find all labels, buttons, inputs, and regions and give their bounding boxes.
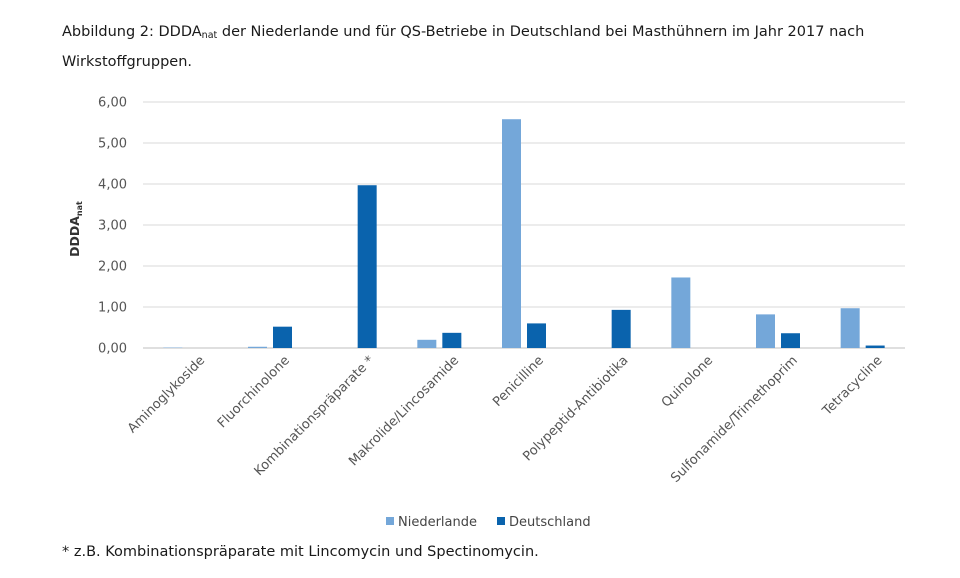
figure-caption: Abbildung 2: DDDAnat der Niederlande und… bbox=[62, 19, 922, 76]
bar-niederlande-8 bbox=[756, 314, 775, 348]
bar-deutschland-9 bbox=[865, 345, 885, 348]
legend-label-deutschland: Deutschland bbox=[509, 515, 591, 530]
bar-deutschland-6 bbox=[611, 309, 631, 348]
bar-chart: 0,00 1,00 2,00 3,00 4,00 5,00 6,00 Aminoglykos… bbox=[67, 96, 905, 530]
y-tick-label: 5,00 bbox=[98, 137, 127, 152]
x-tick-labels: Aminoglykoside FluorchinoloneKombinations… bbox=[125, 353, 885, 486]
bar-niederlande-7 bbox=[671, 277, 691, 348]
x-tick-label: Aminoglykoside bbox=[125, 353, 208, 436]
legend-swatch-niederlande bbox=[386, 517, 394, 525]
bar-deutschland-5 bbox=[527, 323, 546, 348]
x-tick-label: Fluorchinolone bbox=[215, 353, 293, 431]
y-tick-labels: 0,00 1,00 2,00 3,00 4,00 5,00 6,00 bbox=[98, 96, 127, 357]
legend-label-niederlande: Niederlande bbox=[398, 515, 477, 530]
bar-niederlande-4 bbox=[417, 339, 437, 348]
y-tick-label: 0,00 bbox=[98, 342, 127, 357]
bar-deutschland-2 bbox=[273, 326, 292, 348]
bar-niederlande-2 bbox=[248, 346, 267, 348]
bar-niederlande-5 bbox=[502, 119, 521, 348]
legend-swatch-deutschland bbox=[497, 517, 505, 525]
x-tick-label: Tetracycline bbox=[819, 353, 885, 419]
y-tick-label: 2,00 bbox=[98, 260, 127, 275]
x-tick-label: Penicilline bbox=[490, 353, 547, 410]
y-tick-label: 3,00 bbox=[98, 219, 127, 234]
y-axis-label-main: DDDA bbox=[67, 216, 82, 257]
bar-deutschland-3 bbox=[357, 185, 377, 348]
y-axis-label-sub: nat bbox=[75, 201, 84, 216]
bar-niederlande-9 bbox=[840, 308, 860, 348]
bar-deutschland-4 bbox=[442, 332, 462, 348]
caption-subscript: nat bbox=[201, 30, 218, 41]
y-tick-label: 6,00 bbox=[98, 96, 127, 111]
gridlines bbox=[143, 101, 905, 349]
y-tick-label: 4,00 bbox=[98, 178, 127, 193]
bars bbox=[163, 119, 885, 348]
bar-deutschland-8 bbox=[781, 333, 800, 348]
caption-text: Abbildung 2: DDDA bbox=[62, 24, 202, 40]
caption-text-rest: der Niederlande und für QS-Betriebe in D… bbox=[62, 24, 865, 70]
x-tick-label: Quinolone bbox=[659, 353, 716, 410]
y-tick-label: 1,00 bbox=[98, 301, 127, 316]
legend: Niederlande Deutschland bbox=[386, 515, 591, 530]
footnote: * z.B. Kombinationspräparate mit Lincomy… bbox=[62, 544, 539, 560]
y-axis-label: DDDAnat bbox=[67, 201, 84, 257]
